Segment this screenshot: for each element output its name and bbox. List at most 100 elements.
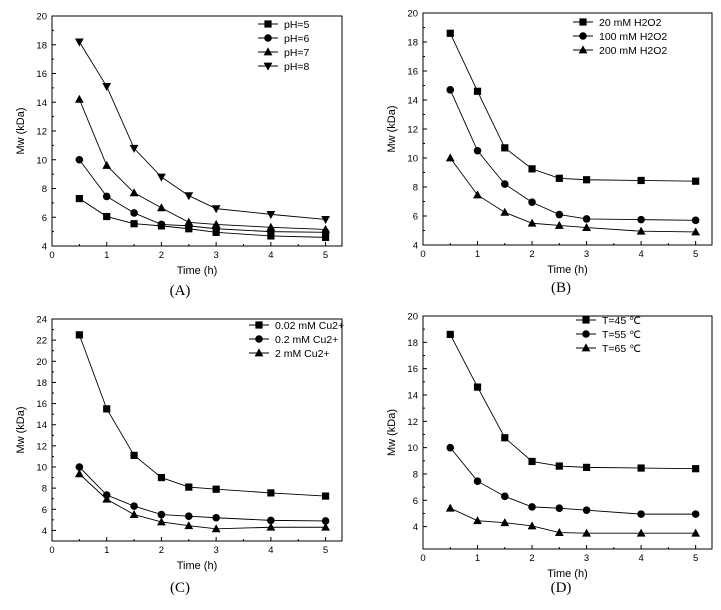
data-point xyxy=(130,502,138,510)
data-point xyxy=(321,216,330,225)
y-tick-label: 12 xyxy=(36,441,47,452)
y-tick-label: 4 xyxy=(413,522,418,533)
y-tick-label: 18 xyxy=(36,40,47,51)
y-tick-label: 12 xyxy=(407,417,418,428)
y-tick-label: 22 xyxy=(36,336,47,347)
data-point xyxy=(692,177,700,185)
y-tick-label: 6 xyxy=(42,505,47,516)
data-point xyxy=(184,192,194,201)
data-point xyxy=(267,489,275,497)
legend-marker xyxy=(263,62,273,71)
legend-label: pH=5 xyxy=(284,19,310,31)
data-point xyxy=(582,506,591,514)
data-point xyxy=(692,465,700,473)
plot-frame xyxy=(422,12,713,246)
legend-label: pH=6 xyxy=(284,33,310,45)
y-tick-label: 8 xyxy=(42,484,47,495)
data-point xyxy=(74,38,84,47)
data-point xyxy=(582,215,591,223)
data-point xyxy=(130,209,138,217)
legend-marker xyxy=(263,47,273,56)
data-point xyxy=(500,207,510,216)
data-point xyxy=(157,220,166,229)
legend-marker xyxy=(578,45,588,54)
data-point xyxy=(184,512,193,520)
y-tick-label: 18 xyxy=(36,378,47,389)
data-point xyxy=(473,87,482,95)
data-point xyxy=(582,463,591,471)
data-point xyxy=(102,494,112,503)
legend: T=45 ℃ T=55 ℃ T=65 ℃ xyxy=(576,315,641,355)
series-line-4 xyxy=(78,41,326,220)
data-point xyxy=(555,504,564,512)
y-axis-title: Mw (kDa) xyxy=(386,409,398,456)
legend: pH=5 pH=6 pH=7 pH=8 xyxy=(258,19,310,73)
data-point xyxy=(473,146,482,155)
data-point xyxy=(691,528,701,537)
data-point xyxy=(75,194,83,203)
x-tick-label: 4 xyxy=(268,250,273,261)
data-point xyxy=(266,222,276,231)
y-tick-label: 6 xyxy=(413,496,418,507)
data-point xyxy=(157,517,166,526)
y-tick-label: 4 xyxy=(413,241,418,252)
data-point xyxy=(582,176,591,184)
y-tick-label: 20 xyxy=(407,312,418,323)
x-tick-label: 1 xyxy=(475,553,480,564)
series-line-3 xyxy=(449,157,696,233)
data-point xyxy=(211,205,221,214)
data-point xyxy=(75,463,84,471)
panel-label: (D) xyxy=(551,580,572,596)
legend-label: pH=7 xyxy=(284,47,310,59)
y-tick-label: 4 xyxy=(42,242,47,253)
x-tick-label: 3 xyxy=(214,250,219,261)
data-point xyxy=(267,516,275,525)
x-tick-label: 2 xyxy=(529,249,534,260)
data-point xyxy=(130,220,138,228)
y-tick-label: 24 xyxy=(36,315,47,326)
data-point xyxy=(501,434,509,442)
data-point xyxy=(691,510,700,518)
y-tick-label: 16 xyxy=(407,364,418,375)
legend: 20 mM H2O2 100 mM H2O2 200 mM H2O2 xyxy=(573,17,667,57)
data-point xyxy=(266,210,276,219)
data-point xyxy=(321,522,330,531)
y-tick-label: 8 xyxy=(42,184,47,195)
series-line-1 xyxy=(78,334,326,497)
data-point xyxy=(212,513,220,522)
data-point xyxy=(473,190,482,199)
data-point xyxy=(500,180,509,188)
x-tick-label: 4 xyxy=(638,249,643,260)
y-tick-label: 14 xyxy=(407,96,418,107)
legend-marker xyxy=(254,348,264,357)
plot-frame xyxy=(51,318,343,542)
x-tick-label: 5 xyxy=(693,249,698,260)
data-point xyxy=(528,165,536,173)
data-point xyxy=(446,29,454,37)
legend-marker xyxy=(264,34,272,42)
y-tick-label: 4 xyxy=(42,526,47,537)
data-point xyxy=(637,176,645,185)
data-point xyxy=(321,233,330,241)
data-point xyxy=(184,217,194,226)
legend-marker xyxy=(255,335,263,343)
data-point xyxy=(185,483,193,491)
y-tick-label: 10 xyxy=(407,154,418,165)
series-line-3 xyxy=(450,507,696,534)
data-point xyxy=(527,218,537,227)
data-point xyxy=(75,331,83,339)
x-axis-title: Time (h) xyxy=(177,560,218,572)
data-point xyxy=(554,527,564,536)
series-line-1 xyxy=(449,33,696,182)
x-tick-label: 2 xyxy=(159,545,164,556)
data-point xyxy=(212,485,220,493)
x-tick-label: 2 xyxy=(159,250,164,261)
panel-label: (A) xyxy=(170,283,191,299)
data-point xyxy=(266,522,276,531)
x-tick-label: 0 xyxy=(420,553,425,564)
legend-marker xyxy=(264,20,272,28)
series-line-3 xyxy=(79,473,326,530)
y-tick-label: 16 xyxy=(407,67,418,78)
series-line-2 xyxy=(449,89,696,221)
